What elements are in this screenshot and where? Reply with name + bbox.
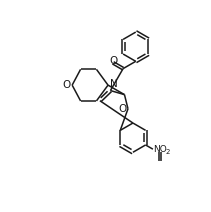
Text: O: O — [109, 56, 117, 66]
Text: O: O — [62, 80, 70, 90]
Text: 2: 2 — [166, 149, 170, 155]
Text: O: O — [119, 104, 127, 114]
Text: N: N — [110, 79, 118, 89]
Text: NO: NO — [153, 145, 167, 154]
